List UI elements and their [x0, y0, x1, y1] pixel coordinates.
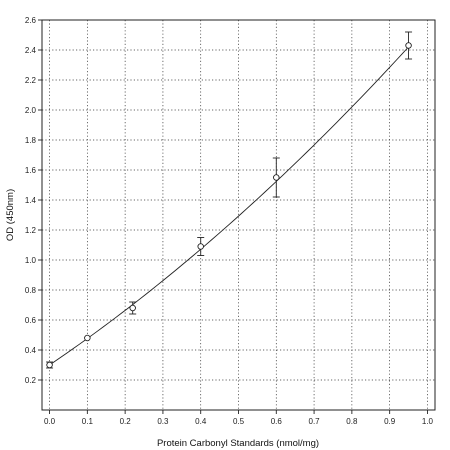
data-point	[84, 334, 91, 342]
x-tick-label: 0.0	[44, 417, 56, 426]
data-point-group	[405, 31, 413, 60]
x-tick-label: 0.7	[309, 417, 321, 426]
data-point-group	[84, 334, 91, 342]
y-tick-label: 2.2	[25, 76, 37, 85]
data-point-group	[272, 157, 280, 198]
data-point	[197, 243, 204, 250]
y-axis-title: OD (450nm)	[5, 189, 16, 241]
grid-lines	[42, 19, 435, 410]
x-axis-title: Protein Carbonyl Standards (nmol/mg)	[157, 438, 319, 449]
axis-ticks: 0.0 0.1 0.2 0.3 0.4 0.5 0.6 0.7 0.8 0.9 1.0 0.2 0.4 0…	[25, 16, 434, 426]
y-tick-label: 1.0	[25, 256, 37, 265]
x-tick-label: 0.4	[195, 417, 207, 426]
data-point	[46, 361, 53, 369]
x-tick-label: 0.6	[271, 417, 283, 426]
y-tick-label: 2.4	[25, 46, 37, 55]
y-tick-label: 2.0	[25, 106, 37, 115]
x-tick-label: 0.3	[157, 417, 169, 426]
y-tick-label: 1.2	[25, 226, 37, 235]
data-point	[273, 174, 280, 181]
y-tick-label: 0.2	[25, 376, 37, 385]
data-point	[405, 42, 412, 49]
fit-curve-group	[49, 46, 409, 366]
data-point	[129, 304, 136, 312]
x-tick-label: 0.8	[346, 417, 358, 426]
x-tick-label: 0.5	[233, 417, 245, 426]
x-tick-label: 0.2	[120, 417, 132, 426]
y-tick-label: 1.4	[25, 196, 37, 205]
y-tick-label: 1.8	[25, 136, 37, 145]
fit-curve	[49, 46, 409, 366]
data-point-group	[197, 237, 205, 256]
data-point-group	[46, 361, 54, 369]
x-tick-label: 1.0	[422, 417, 434, 426]
data-point-group	[129, 301, 137, 315]
data-points	[46, 31, 413, 369]
y-tick-label: 0.4	[25, 346, 37, 355]
y-tick-label: 0.6	[25, 316, 37, 325]
y-tick-label: 1.6	[25, 166, 37, 175]
y-tick-label: 0.8	[25, 286, 37, 295]
x-tick-label: 0.1	[82, 417, 94, 426]
x-tick-label: 0.9	[384, 417, 396, 426]
y-tick-label: 2.6	[25, 16, 37, 25]
